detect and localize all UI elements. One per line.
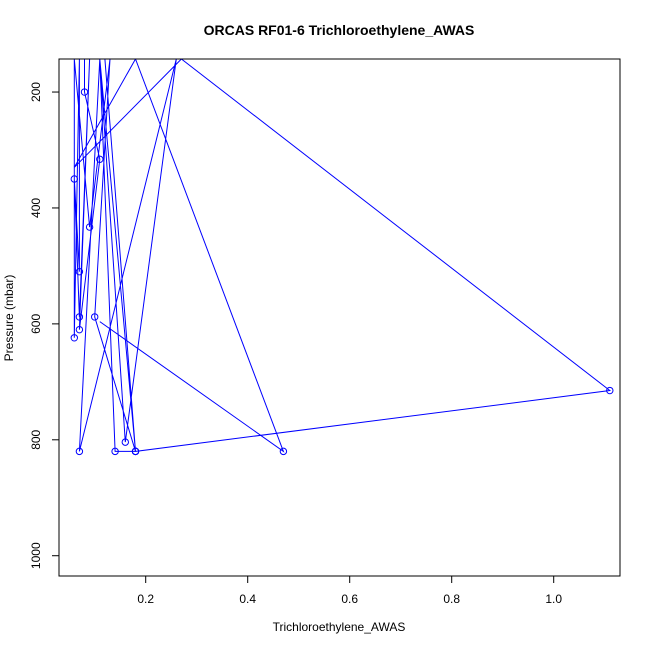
data-point <box>75 447 84 456</box>
y-tick-label: 800 <box>29 429 43 449</box>
series-line <box>73 59 612 453</box>
data-point <box>85 223 94 231</box>
plot-area <box>73 59 612 453</box>
x-axis: 0.2 0.4 0.6 0.8 1.0 <box>137 575 562 606</box>
y-tick-label: 1000 <box>29 542 43 569</box>
y-axis: 200 400 600 800 1000 <box>29 82 60 569</box>
data-point <box>91 313 99 321</box>
x-tick-label: 0.2 <box>137 592 154 606</box>
y-tick-label: 600 <box>29 314 43 334</box>
data-point <box>606 386 614 395</box>
markers <box>70 88 614 456</box>
data-point <box>279 447 288 456</box>
data-point <box>75 313 84 321</box>
x-tick-label: 0.4 <box>239 592 256 606</box>
data-point <box>75 268 84 276</box>
data-point <box>121 438 130 446</box>
data-point <box>80 88 89 96</box>
x-tick-label: 1.0 <box>545 592 562 606</box>
data-point <box>111 447 119 456</box>
data-point <box>70 334 79 342</box>
data-point <box>96 155 104 163</box>
data-point <box>131 447 140 456</box>
chart-title: ORCAS RF01-6 Trichloroethylene_AWAS <box>204 22 475 38</box>
data-point <box>75 325 84 334</box>
y-tick-label: 400 <box>29 198 43 218</box>
y-tick-label: 200 <box>29 82 43 102</box>
y-axis-label: Pressure (mbar) <box>2 275 16 362</box>
x-tick-label: 0.6 <box>341 592 358 606</box>
data-point <box>70 175 79 183</box>
plot-frame <box>58 58 621 577</box>
x-axis-label: Trichloroethylene_AWAS <box>273 620 406 634</box>
x-tick-label: 0.8 <box>443 592 460 606</box>
